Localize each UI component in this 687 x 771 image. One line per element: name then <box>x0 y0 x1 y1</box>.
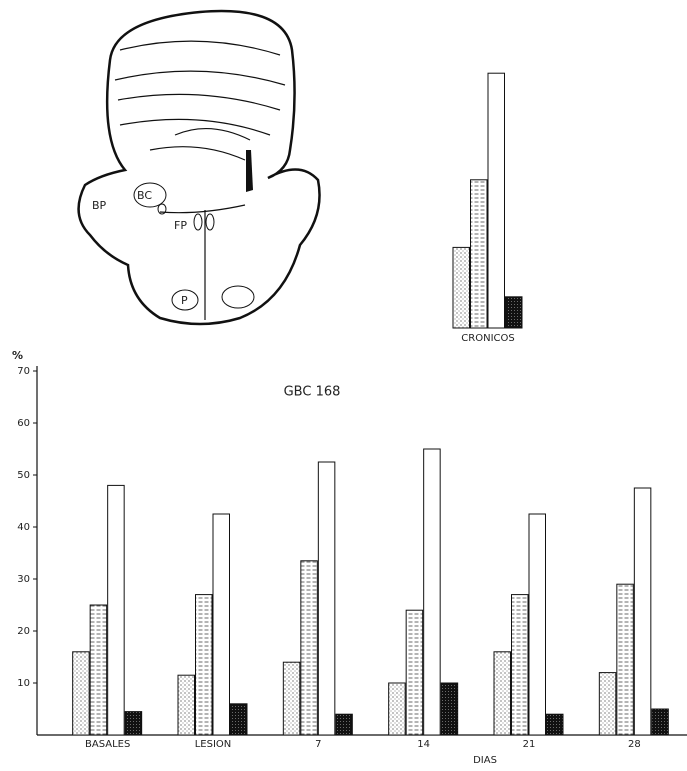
bar <box>196 595 213 735</box>
bar <box>231 704 248 735</box>
brain-diagram: BP BC FP P <box>79 11 320 324</box>
bar <box>506 297 523 328</box>
y-tick-label: 20 <box>17 626 30 637</box>
bar <box>453 247 470 328</box>
x-tick-label: 14 <box>417 739 430 750</box>
bar <box>318 462 335 735</box>
bar <box>617 584 634 735</box>
diagram-label: BP <box>92 199 107 212</box>
y-tick-label: 10 <box>17 678 30 689</box>
bar <box>336 714 353 735</box>
bar <box>488 73 505 328</box>
bar <box>90 605 107 735</box>
bar <box>634 488 651 735</box>
bar <box>213 514 230 735</box>
bar <box>108 485 125 735</box>
bar <box>512 595 529 735</box>
bar <box>494 652 511 735</box>
y-axis-label: % <box>12 349 23 362</box>
x-tick-label: BASALES <box>85 739 130 750</box>
bar <box>441 683 458 735</box>
diagram-label: BC <box>137 189 152 202</box>
y-tick-label: 40 <box>17 522 30 533</box>
bar <box>283 662 300 735</box>
diagram-label: FP <box>174 219 187 232</box>
bar <box>599 673 616 735</box>
y-tick-label: 50 <box>17 470 30 481</box>
figure: BP BC FP P GBC 168 % DIAS 10 20 30 40 50 60 70… <box>0 0 687 771</box>
x-tick-label: 21 <box>523 739 536 750</box>
x-tick-label: LESION <box>195 739 232 750</box>
bar <box>389 683 406 735</box>
bar <box>178 675 195 735</box>
x-axis-label: DIAS <box>473 755 497 766</box>
bar <box>529 514 546 735</box>
bar <box>301 561 318 735</box>
y-tick-label: 60 <box>17 418 30 429</box>
bar <box>125 712 141 735</box>
bar <box>652 709 669 735</box>
bar <box>547 714 564 735</box>
chart-title: GBC 168 <box>284 385 341 400</box>
y-tick-label: 70 <box>17 366 30 377</box>
x-tick-label: 28 <box>628 739 641 750</box>
bar <box>471 180 488 328</box>
diagram-label: P <box>181 294 188 307</box>
bar <box>424 449 441 735</box>
bar <box>73 652 90 735</box>
y-tick-label: 30 <box>17 574 30 585</box>
x-tick-label: CRONICOS <box>461 333 514 344</box>
x-tick-label: 7 <box>315 739 321 750</box>
bar <box>406 610 423 735</box>
